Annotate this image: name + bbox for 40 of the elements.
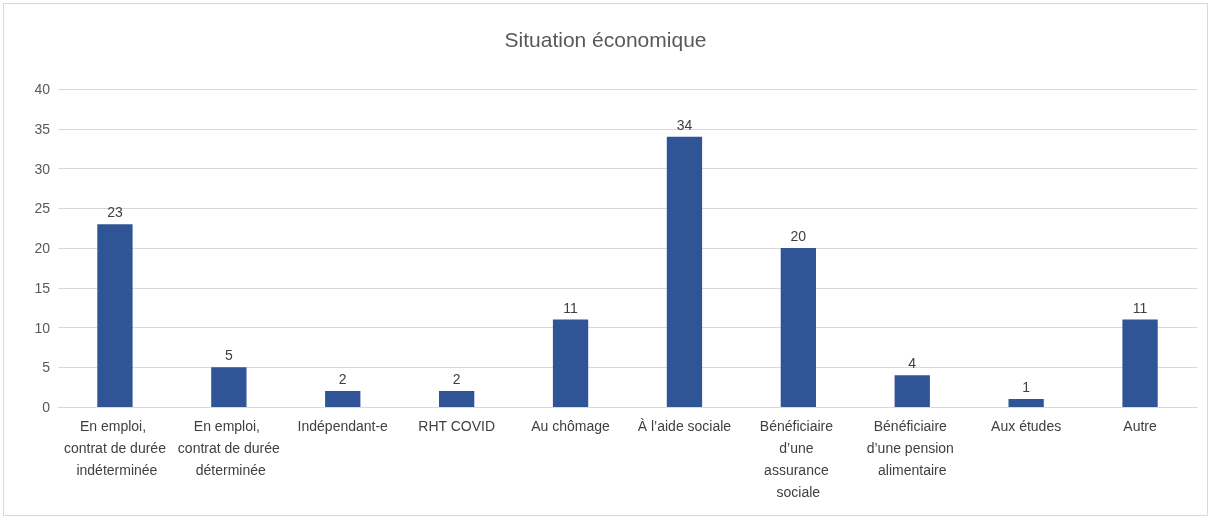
x-tick-label: Autre bbox=[1123, 418, 1157, 434]
y-tick-label: 5 bbox=[42, 359, 51, 376]
x-tick-label: Au chômage bbox=[531, 418, 611, 434]
x-tick-label: En emploi, contrat de durée indéterminée bbox=[63, 418, 167, 478]
bar bbox=[1122, 319, 1158, 407]
bar bbox=[211, 367, 247, 407]
x-tick-label: Bénéficiaire d’une assurance sociale bbox=[759, 418, 837, 500]
x-tick-label: En emploi, contrat de durée déterminée bbox=[177, 418, 281, 478]
data-label: 5 bbox=[224, 347, 233, 364]
data-label: 34 bbox=[676, 116, 693, 133]
y-tick-label: 10 bbox=[34, 319, 51, 336]
bar bbox=[780, 248, 816, 407]
x-tick-label: Indépendant-e bbox=[297, 418, 389, 434]
data-label: 2 bbox=[452, 371, 461, 388]
y-tick-label: 30 bbox=[34, 160, 51, 177]
bar bbox=[666, 136, 703, 407]
y-tick-label: 0 bbox=[42, 399, 51, 415]
x-tick-label: Aux études bbox=[991, 418, 1062, 434]
data-label: 20 bbox=[790, 228, 807, 244]
y-tick-label: 20 bbox=[34, 240, 51, 256]
x-tick-label: Bénéficiaire d’une pension alimentaire bbox=[866, 418, 958, 478]
bar bbox=[325, 391, 361, 407]
x-tick-label: RHT COVID bbox=[418, 418, 496, 434]
data-label: 11 bbox=[1132, 299, 1148, 316]
y-tick-label: 40 bbox=[34, 81, 51, 97]
bar bbox=[894, 375, 930, 407]
bar bbox=[439, 391, 475, 407]
data-label: 2 bbox=[338, 371, 347, 388]
chart-title: Situation économique bbox=[504, 28, 707, 51]
data-label: 23 bbox=[107, 204, 123, 221]
bar bbox=[1008, 399, 1044, 407]
data-label: 4 bbox=[908, 355, 917, 372]
bar bbox=[552, 319, 589, 407]
bar bbox=[97, 224, 133, 407]
y-tick-label: 35 bbox=[34, 120, 51, 137]
data-label: 1 bbox=[1022, 379, 1031, 396]
data-label: 11 bbox=[563, 299, 579, 316]
y-tick-label: 15 bbox=[34, 279, 51, 296]
x-tick-label: À l’aide sociale bbox=[637, 418, 732, 434]
y-tick-label: 25 bbox=[34, 200, 51, 217]
